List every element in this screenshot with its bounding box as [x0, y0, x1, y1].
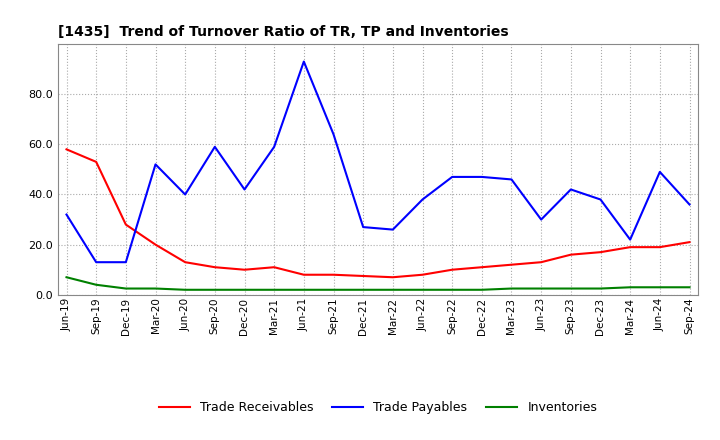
Trade Payables — [151, 162, 160, 167]
Trade Receivables — [507, 262, 516, 268]
Trade Payables — [122, 260, 130, 265]
Inventories — [181, 287, 189, 293]
Trade Payables — [448, 174, 456, 180]
Inventories — [62, 275, 71, 280]
Inventories — [240, 287, 249, 293]
Text: [1435]  Trend of Turnover Ratio of TR, TP and Inventories: [1435] Trend of Turnover Ratio of TR, TP… — [58, 25, 508, 39]
Inventories — [418, 287, 427, 293]
Trade Receivables — [685, 239, 694, 245]
Legend: Trade Receivables, Trade Payables, Inventories: Trade Receivables, Trade Payables, Inven… — [153, 396, 603, 419]
Trade Payables — [181, 192, 189, 197]
Trade Receivables — [181, 260, 189, 265]
Trade Payables — [270, 144, 279, 150]
Inventories — [151, 286, 160, 291]
Inventories — [329, 287, 338, 293]
Trade Receivables — [122, 222, 130, 227]
Trade Receivables — [151, 242, 160, 247]
Trade Receivables — [537, 260, 546, 265]
Trade Payables — [685, 202, 694, 207]
Inventories — [92, 282, 101, 287]
Trade Receivables — [389, 275, 397, 280]
Trade Receivables — [359, 273, 367, 279]
Inventories — [270, 287, 279, 293]
Inventories — [537, 286, 546, 291]
Trade Payables — [329, 132, 338, 137]
Trade Receivables — [300, 272, 308, 277]
Inventories — [389, 287, 397, 293]
Inventories — [596, 286, 605, 291]
Inventories — [210, 287, 219, 293]
Trade Payables — [507, 177, 516, 182]
Line: Trade Receivables: Trade Receivables — [66, 149, 690, 277]
Inventories — [477, 287, 486, 293]
Trade Receivables — [626, 245, 634, 250]
Trade Payables — [359, 224, 367, 230]
Trade Payables — [567, 187, 575, 192]
Trade Receivables — [418, 272, 427, 277]
Trade Receivables — [240, 267, 249, 272]
Inventories — [300, 287, 308, 293]
Trade Payables — [240, 187, 249, 192]
Trade Payables — [537, 217, 546, 222]
Trade Payables — [389, 227, 397, 232]
Trade Payables — [300, 59, 308, 64]
Inventories — [448, 287, 456, 293]
Trade Receivables — [477, 264, 486, 270]
Trade Receivables — [448, 267, 456, 272]
Trade Receivables — [62, 147, 71, 152]
Trade Payables — [210, 144, 219, 150]
Trade Receivables — [92, 159, 101, 165]
Trade Payables — [62, 212, 71, 217]
Line: Trade Payables: Trade Payables — [66, 62, 690, 262]
Inventories — [655, 285, 664, 290]
Line: Inventories: Inventories — [66, 277, 690, 290]
Trade Receivables — [210, 264, 219, 270]
Trade Payables — [596, 197, 605, 202]
Trade Payables — [626, 237, 634, 242]
Inventories — [626, 285, 634, 290]
Trade Payables — [92, 260, 101, 265]
Trade Payables — [477, 174, 486, 180]
Trade Receivables — [329, 272, 338, 277]
Trade Payables — [655, 169, 664, 175]
Inventories — [122, 286, 130, 291]
Trade Receivables — [270, 264, 279, 270]
Inventories — [685, 285, 694, 290]
Trade Receivables — [596, 249, 605, 255]
Trade Receivables — [567, 252, 575, 257]
Inventories — [567, 286, 575, 291]
Inventories — [359, 287, 367, 293]
Trade Payables — [418, 197, 427, 202]
Inventories — [507, 286, 516, 291]
Trade Receivables — [655, 245, 664, 250]
